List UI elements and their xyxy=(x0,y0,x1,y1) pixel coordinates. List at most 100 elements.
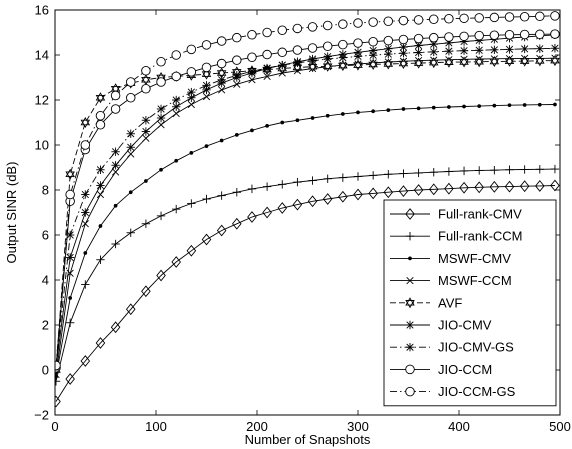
data-point xyxy=(65,189,75,200)
series-line xyxy=(55,104,556,377)
data-point xyxy=(535,44,544,53)
series-full-rank-cmv xyxy=(55,179,560,408)
data-point xyxy=(278,180,287,189)
data-point xyxy=(475,166,484,175)
data-point xyxy=(187,199,196,208)
data-point xyxy=(83,251,88,255)
legend-label: MSWF-CCM xyxy=(438,273,512,288)
legend-entry: Full-rank-CMV xyxy=(390,207,522,222)
data-point xyxy=(171,50,181,60)
data-point xyxy=(307,22,318,32)
legend-label: JIO-CCM xyxy=(438,362,492,377)
data-point xyxy=(447,105,451,109)
legend-marker xyxy=(405,343,415,352)
data-point xyxy=(201,62,212,73)
series-line xyxy=(55,47,556,366)
legend-entry: JIO-CMV-GS xyxy=(390,340,514,355)
data-point xyxy=(217,75,226,84)
data-point xyxy=(186,244,197,257)
data-point xyxy=(398,34,409,45)
data-point xyxy=(384,49,393,59)
data-point xyxy=(368,58,378,70)
data-point xyxy=(490,45,499,55)
data-point xyxy=(322,20,333,31)
data-point xyxy=(353,18,363,28)
data-point xyxy=(156,77,166,87)
x-tick-label: 400 xyxy=(448,419,470,434)
data-point xyxy=(141,219,151,228)
data-point xyxy=(186,67,197,77)
data-point xyxy=(519,11,530,22)
data-point xyxy=(338,190,348,203)
data-point xyxy=(384,170,393,179)
data-point xyxy=(141,74,151,86)
data-point xyxy=(383,35,394,46)
data-point xyxy=(96,165,105,174)
y-tick-label: 0 xyxy=(42,363,49,378)
data-point xyxy=(489,30,500,40)
data-point xyxy=(459,166,469,176)
data-point xyxy=(201,233,212,246)
legend-entry: JIO-CCM-GS xyxy=(390,384,516,399)
data-point xyxy=(386,108,391,112)
data-point xyxy=(171,256,181,268)
data-point xyxy=(218,86,226,94)
legend-label: Full-rank-CCM xyxy=(438,229,523,244)
data-point xyxy=(519,29,530,40)
data-point xyxy=(186,44,197,55)
data-point xyxy=(341,112,345,116)
data-point xyxy=(126,129,135,138)
data-point xyxy=(504,12,515,22)
data-point xyxy=(414,168,423,178)
data-point xyxy=(189,151,194,155)
series-jio-cmv-gs xyxy=(55,44,560,370)
data-point xyxy=(262,206,272,219)
data-point xyxy=(323,54,332,64)
data-point xyxy=(429,168,438,177)
data-point xyxy=(353,188,363,201)
y-tick-label: −2 xyxy=(34,408,49,423)
data-point xyxy=(550,11,560,21)
y-tick-label: 14 xyxy=(35,48,49,63)
data-point xyxy=(81,220,89,228)
data-point xyxy=(111,147,120,156)
data-point xyxy=(492,103,497,108)
data-point xyxy=(141,285,151,298)
data-point xyxy=(550,55,560,67)
data-point xyxy=(353,59,363,71)
data-point xyxy=(278,60,287,70)
data-point xyxy=(535,11,545,22)
data-point xyxy=(202,81,211,90)
data-point xyxy=(338,173,348,182)
data-point xyxy=(262,63,272,73)
data-point xyxy=(187,100,195,109)
data-point xyxy=(250,128,254,133)
data-point xyxy=(125,303,136,316)
data-point xyxy=(174,158,179,163)
data-point xyxy=(444,32,454,42)
data-point xyxy=(429,14,439,24)
data-point xyxy=(553,102,557,107)
data-point xyxy=(398,15,409,26)
data-point xyxy=(413,184,424,196)
data-point xyxy=(156,211,166,221)
data-point xyxy=(489,180,500,193)
data-point xyxy=(520,44,529,54)
data-point xyxy=(142,134,150,142)
data-point xyxy=(413,15,424,25)
data-point xyxy=(353,38,363,48)
data-point xyxy=(535,29,545,40)
data-point xyxy=(507,103,512,108)
data-point xyxy=(216,67,227,79)
data-point xyxy=(459,181,469,194)
data-point xyxy=(383,16,394,27)
legend-label: MSWF-CMV xyxy=(438,251,511,266)
legend-label: JIO-CMV xyxy=(438,318,492,333)
data-point xyxy=(399,49,408,58)
data-point xyxy=(325,113,330,118)
legend-entry: JIO-CMV xyxy=(390,318,492,333)
x-tick-label: 300 xyxy=(347,419,369,434)
series-line xyxy=(55,168,556,382)
data-point xyxy=(459,31,469,42)
